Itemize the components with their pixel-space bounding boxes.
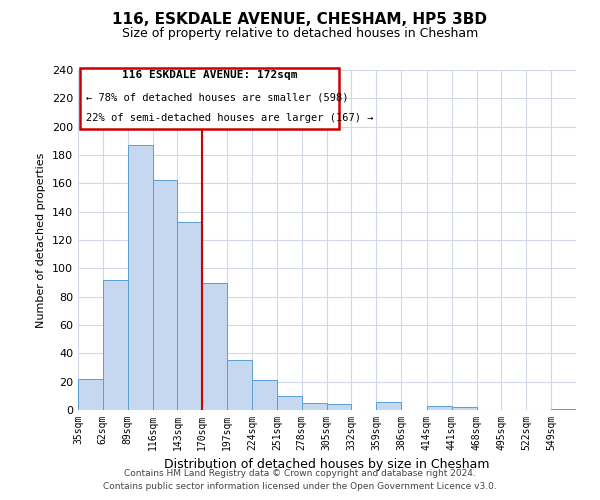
Text: 116, ESKDALE AVENUE, CHESHAM, HP5 3BD: 116, ESKDALE AVENUE, CHESHAM, HP5 3BD xyxy=(113,12,487,28)
Bar xyxy=(376,402,401,410)
Bar xyxy=(152,180,178,410)
Bar xyxy=(128,145,152,410)
Text: Contains public sector information licensed under the Open Government Licence v3: Contains public sector information licen… xyxy=(103,482,497,491)
Bar xyxy=(202,282,227,410)
Bar xyxy=(78,379,103,410)
Bar xyxy=(302,403,326,410)
Bar xyxy=(277,396,302,410)
Bar xyxy=(252,380,277,410)
X-axis label: Distribution of detached houses by size in Chesham: Distribution of detached houses by size … xyxy=(164,458,490,471)
Text: 116 ESKDALE AVENUE: 172sqm: 116 ESKDALE AVENUE: 172sqm xyxy=(122,70,298,81)
Bar xyxy=(326,404,352,410)
Text: 22% of semi-detached houses are larger (167) →: 22% of semi-detached houses are larger (… xyxy=(86,114,374,124)
Bar xyxy=(427,406,452,410)
Bar xyxy=(452,407,476,410)
Bar xyxy=(227,360,252,410)
Text: Size of property relative to detached houses in Chesham: Size of property relative to detached ho… xyxy=(122,28,478,40)
Bar xyxy=(178,222,202,410)
FancyBboxPatch shape xyxy=(80,68,340,130)
Bar xyxy=(551,408,576,410)
Text: ← 78% of detached houses are smaller (598): ← 78% of detached houses are smaller (59… xyxy=(86,93,349,103)
Text: Contains HM Land Registry data © Crown copyright and database right 2024.: Contains HM Land Registry data © Crown c… xyxy=(124,468,476,477)
Bar xyxy=(103,280,128,410)
Y-axis label: Number of detached properties: Number of detached properties xyxy=(37,152,46,328)
